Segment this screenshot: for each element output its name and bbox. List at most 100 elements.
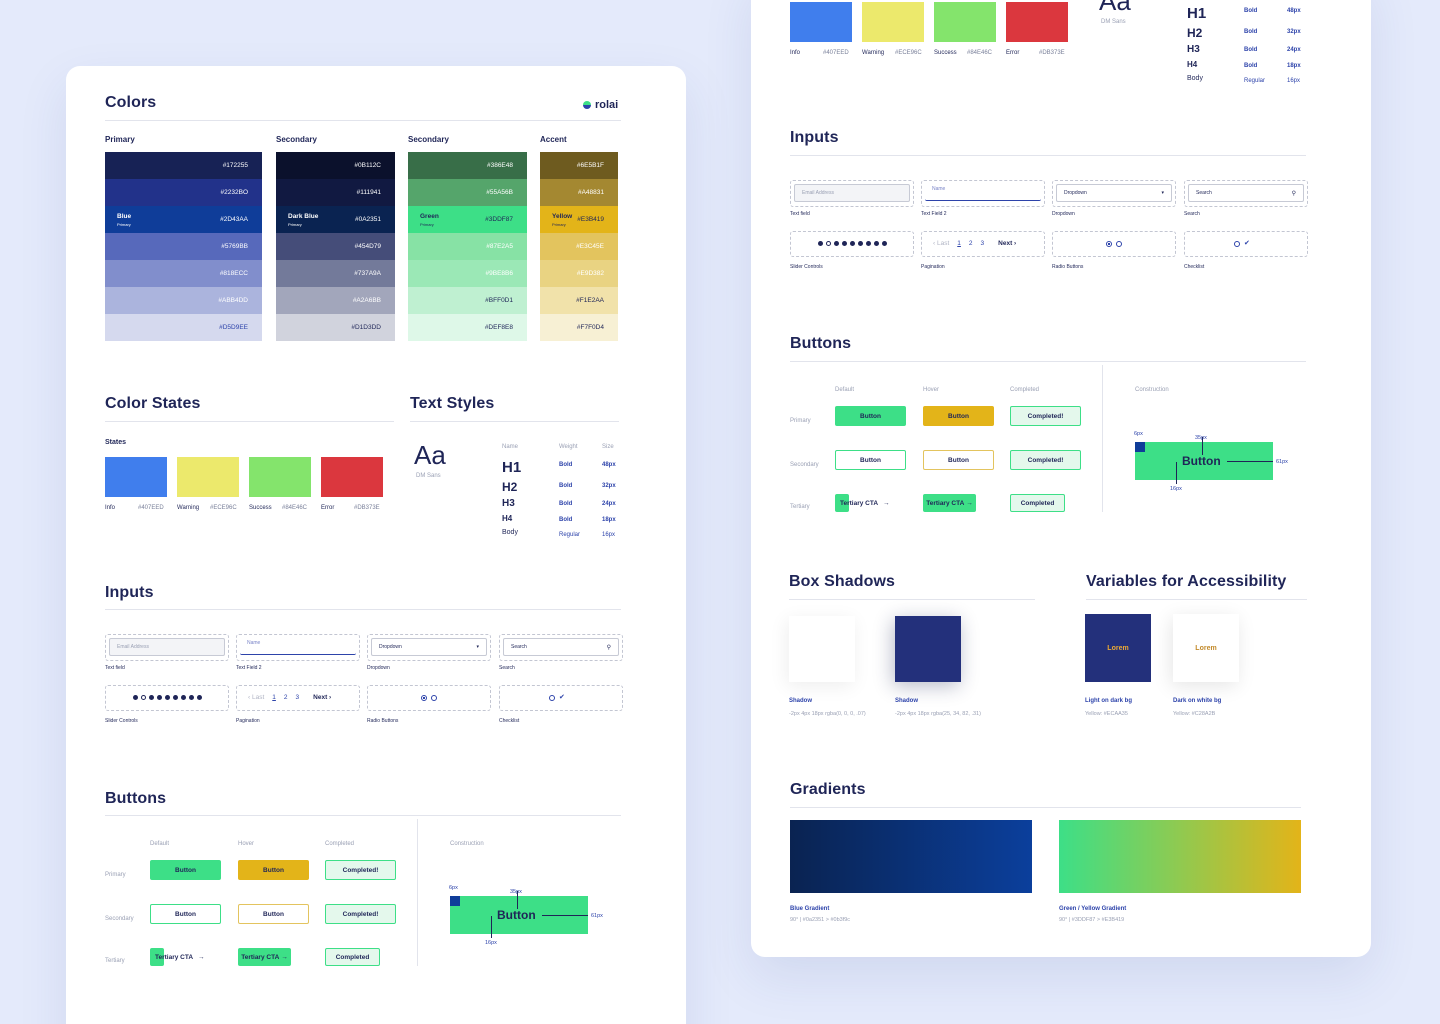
slider-dot[interactable] bbox=[157, 695, 162, 700]
check-circle-icon[interactable]: ✔ bbox=[559, 694, 565, 701]
secondary-button-hover[interactable]: Button bbox=[238, 904, 309, 924]
secondary-button-completed[interactable]: Completed! bbox=[1010, 450, 1081, 470]
pagination-page[interactable]: 1 bbox=[272, 694, 276, 701]
slider-dots[interactable] bbox=[818, 241, 890, 246]
tertiary-cta-hover[interactable]: Tertiary CTA → bbox=[238, 948, 291, 966]
slider-dot[interactable] bbox=[874, 241, 879, 246]
checklist[interactable]: ✔ bbox=[1234, 240, 1250, 247]
primary-button-default[interactable]: Button bbox=[835, 406, 906, 426]
style-guide-card-right: Info #407EED Warning #ECE96C Success #84E46C E… bbox=[751, 0, 1371, 957]
state-hex: #407EED bbox=[138, 505, 164, 511]
color-swatch: #55A56B bbox=[408, 179, 527, 206]
slider-dot[interactable] bbox=[834, 241, 839, 246]
primary-button-completed[interactable]: Completed! bbox=[325, 860, 396, 880]
swatch-hex: #737A9A bbox=[354, 270, 381, 277]
slider-dot[interactable] bbox=[133, 695, 138, 700]
tertiary-cta-completed[interactable]: Completed bbox=[325, 948, 380, 966]
slider-dot[interactable] bbox=[858, 241, 863, 246]
slider-dot[interactable] bbox=[149, 695, 154, 700]
secondary-button-default[interactable]: Button bbox=[150, 904, 221, 924]
search-input[interactable]: Search ⚲ bbox=[1188, 184, 1304, 202]
ts-row-name: H2 bbox=[1187, 26, 1203, 40]
slider-dot[interactable] bbox=[165, 695, 170, 700]
dropdown-select[interactable]: Dropdown ▾ bbox=[1056, 184, 1172, 202]
state-swatch bbox=[249, 457, 311, 497]
checklist[interactable]: ✔ bbox=[549, 694, 565, 701]
checkbox-unchecked[interactable] bbox=[549, 694, 555, 701]
tertiary-cta-default[interactable]: Tertiary CTA → bbox=[835, 494, 890, 512]
shadow-label-1: Shadow bbox=[789, 698, 813, 704]
primary-button-hover[interactable]: Button bbox=[238, 860, 309, 880]
dim-label-b: 35px bbox=[1195, 435, 1207, 441]
primary-button-completed[interactable]: Completed! bbox=[1010, 406, 1081, 426]
tertiary-cta-completed[interactable]: Completed bbox=[1010, 494, 1065, 512]
color-swatch: #386E48 bbox=[408, 152, 527, 179]
dropdown-select[interactable]: Dropdown ▾ bbox=[371, 638, 487, 656]
color-states-title: Color States bbox=[105, 395, 201, 412]
slider-dot[interactable] bbox=[866, 241, 871, 246]
swatch-hex: #D1D3DD bbox=[351, 324, 381, 331]
slider-dot[interactable] bbox=[141, 695, 146, 700]
pagination-next[interactable]: Next › bbox=[313, 694, 332, 701]
ts-row-weight: Bold bbox=[1244, 8, 1258, 14]
pagination-page[interactable]: 2 bbox=[968, 240, 973, 247]
blue-gradient-swatch bbox=[790, 820, 1032, 893]
radio-unselected[interactable] bbox=[1116, 241, 1122, 247]
tertiary-cta-hover[interactable]: Tertiary CTA → bbox=[923, 494, 976, 512]
control-frame bbox=[790, 231, 914, 257]
ts-row-weight: Bold bbox=[559, 462, 573, 468]
swatch-sub: Primary bbox=[552, 222, 566, 227]
swatch-hex: #F1E2AA bbox=[576, 297, 604, 304]
pagination-page[interactable]: 3 bbox=[295, 694, 300, 701]
name-field[interactable]: Name bbox=[925, 184, 1041, 201]
slider-dot[interactable] bbox=[826, 241, 831, 246]
dim-label-b: 35px bbox=[510, 889, 522, 895]
slider-dot[interactable] bbox=[850, 241, 855, 246]
secondary-button-completed[interactable]: Completed! bbox=[325, 904, 396, 924]
ts-row-weight: Bold bbox=[1244, 47, 1258, 53]
email-field[interactable]: Email Address bbox=[794, 184, 910, 202]
secondary-button-default[interactable]: Button bbox=[835, 450, 906, 470]
slider-dot[interactable] bbox=[818, 241, 823, 246]
search-input[interactable]: Search ⚲ bbox=[503, 638, 619, 656]
pagination-last[interactable]: ‹ Last bbox=[933, 240, 950, 247]
slider-dot[interactable] bbox=[173, 695, 178, 700]
primary-button-hover[interactable]: Button bbox=[923, 406, 994, 426]
accessibility-value-1: Yellow: #ECAA35 bbox=[1085, 711, 1128, 717]
dim-line-v2 bbox=[1176, 462, 1177, 484]
swatch-hex: #111941 bbox=[356, 189, 381, 196]
radio-group[interactable] bbox=[1106, 241, 1122, 247]
name-field[interactable]: Name bbox=[240, 638, 356, 655]
radio-selected[interactable] bbox=[421, 695, 427, 701]
slider-dot[interactable] bbox=[181, 695, 186, 700]
accessibility-label-1: Light on dark bg bbox=[1085, 698, 1132, 704]
email-field[interactable]: Email Address bbox=[109, 638, 225, 656]
slider-dot[interactable] bbox=[197, 695, 202, 700]
chevron-down-icon: ▾ bbox=[476, 644, 479, 650]
checkbox-unchecked[interactable] bbox=[1234, 240, 1240, 247]
radio-selected[interactable] bbox=[1106, 241, 1112, 247]
tertiary-cta-default[interactable]: Tertiary CTA → bbox=[150, 948, 205, 966]
dim-label-a: 6px bbox=[449, 885, 458, 891]
accessibility-value-2: Yellow: #C28A2B bbox=[1173, 711, 1216, 717]
radio-group[interactable] bbox=[421, 695, 437, 701]
slider-dots[interactable] bbox=[133, 695, 205, 700]
check-circle-icon[interactable]: ✔ bbox=[1244, 240, 1250, 247]
tertiary-cta-label: Tertiary CTA bbox=[840, 499, 879, 507]
input-frame bbox=[499, 634, 623, 661]
slider-dot[interactable] bbox=[882, 241, 887, 246]
pagination-last[interactable]: ‹ Last bbox=[248, 694, 265, 701]
input-caption: Dropdown bbox=[367, 665, 390, 671]
pagination-page[interactable]: 2 bbox=[283, 694, 288, 701]
input-caption: Search bbox=[1184, 211, 1200, 217]
dim-label-d: 16px bbox=[485, 940, 497, 946]
primary-button-default[interactable]: Button bbox=[150, 860, 221, 880]
pagination-next[interactable]: Next › bbox=[998, 240, 1017, 247]
slider-dot[interactable] bbox=[842, 241, 847, 246]
swatch-hex: #6E5B1F bbox=[576, 162, 604, 169]
pagination-page[interactable]: 3 bbox=[980, 240, 985, 247]
radio-unselected[interactable] bbox=[431, 695, 437, 701]
slider-dot[interactable] bbox=[189, 695, 194, 700]
pagination-page[interactable]: 1 bbox=[957, 240, 961, 247]
secondary-button-hover[interactable]: Button bbox=[923, 450, 994, 470]
